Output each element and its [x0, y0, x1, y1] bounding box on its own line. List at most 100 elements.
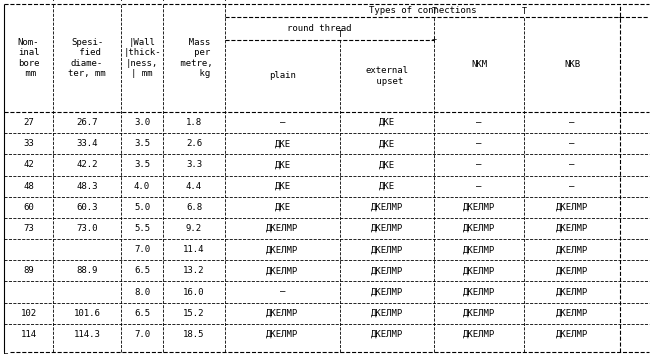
Text: T: T: [338, 30, 343, 39]
Text: ДКЕЛМР: ДКЕЛМР: [266, 245, 298, 254]
Text: 48.3: 48.3: [76, 182, 98, 191]
Text: 9.2: 9.2: [186, 224, 202, 233]
Text: 7.0: 7.0: [134, 245, 150, 254]
Text: ДКЕЛМР: ДКЕЛМР: [556, 266, 588, 275]
Text: –: –: [476, 182, 482, 191]
Text: T: T: [118, 0, 123, 3]
Text: NKM: NKM: [471, 60, 487, 69]
Text: ДКЕЛМР: ДКЕЛМР: [371, 266, 403, 275]
Text: 114.3: 114.3: [74, 330, 101, 339]
Text: ДКЕЛМР: ДКЕЛМР: [371, 287, 403, 296]
Text: T: T: [432, 7, 436, 16]
Text: 89: 89: [23, 266, 34, 275]
Text: 102: 102: [20, 309, 37, 318]
Text: 3.5: 3.5: [134, 160, 150, 169]
Text: 3.5: 3.5: [134, 139, 150, 148]
Text: 18.5: 18.5: [183, 330, 205, 339]
Text: ДКЕЛМР: ДКЕЛМР: [463, 330, 495, 339]
Text: 114: 114: [20, 330, 37, 339]
Text: 3.0: 3.0: [134, 118, 150, 127]
Text: ДКЕЛМР: ДКЕЛМР: [556, 203, 588, 212]
Text: 73: 73: [23, 224, 34, 233]
Text: ДКЕ: ДКЕ: [379, 118, 395, 127]
Text: ДКЕЛМР: ДКЕЛМР: [266, 309, 298, 318]
Text: ДКЕЛМР: ДКЕЛМР: [371, 245, 403, 254]
Text: 88.9: 88.9: [76, 266, 98, 275]
Text: 6.8: 6.8: [186, 203, 202, 212]
Text: Nom-
inal
bore
 mm: Nom- inal bore mm: [18, 38, 39, 78]
Text: plain: plain: [269, 72, 296, 81]
Text: 101.6: 101.6: [74, 309, 101, 318]
Text: –: –: [569, 160, 575, 169]
Text: 60: 60: [23, 203, 34, 212]
Text: –: –: [280, 287, 285, 296]
Text: 11.4: 11.4: [183, 245, 205, 254]
Text: –: –: [569, 118, 575, 127]
Text: ДКЕ: ДКЕ: [379, 139, 395, 148]
Text: 13.2: 13.2: [183, 266, 205, 275]
Text: 33.4: 33.4: [76, 139, 98, 148]
Text: 73.0: 73.0: [76, 224, 98, 233]
Text: T: T: [161, 0, 165, 3]
Text: –: –: [569, 182, 575, 191]
Text: Spesi-
 fied
diame-
ter, mm: Spesi- fied diame- ter, mm: [68, 38, 106, 78]
Text: 5.5: 5.5: [134, 224, 150, 233]
Text: external
 upset: external upset: [366, 66, 409, 86]
Text: ДКЕ: ДКЕ: [274, 182, 291, 191]
Text: ДКЕЛМР: ДКЕЛМР: [463, 245, 495, 254]
Text: T: T: [50, 0, 56, 3]
Text: ДКЕЛМР: ДКЕЛМР: [556, 287, 588, 296]
Text: 8.0: 8.0: [134, 287, 150, 296]
Text: ДКЕЛМР: ДКЕЛМР: [371, 309, 403, 318]
Text: ДКЕ: ДКЕ: [274, 160, 291, 169]
Text: Mass
   per
 metre,
    kg: Mass per metre, kg: [175, 38, 213, 78]
Text: T: T: [223, 0, 227, 3]
Text: –: –: [476, 139, 482, 148]
Text: 33: 33: [23, 139, 34, 148]
Text: ДКЕ: ДКЕ: [379, 182, 395, 191]
Text: ДКЕЛМР: ДКЕЛМР: [556, 309, 588, 318]
Text: ДКЕЛМР: ДКЕЛМР: [266, 266, 298, 275]
Text: ДКЕЛМР: ДКЕЛМР: [556, 330, 588, 339]
Text: ДКЕЛМР: ДКЕЛМР: [266, 224, 298, 233]
Text: ДКЕ: ДКЕ: [379, 160, 395, 169]
Text: ДКЕЛМР: ДКЕЛМР: [463, 203, 495, 212]
Text: round thread: round thread: [287, 24, 352, 33]
Text: 42: 42: [23, 160, 34, 169]
Text: ДКЕЛМР: ДКЕЛМР: [463, 309, 495, 318]
Text: ДКЕЛМР: ДКЕЛМР: [371, 330, 403, 339]
Text: T: T: [522, 7, 526, 16]
Text: –: –: [280, 118, 285, 127]
Text: ДКЕЛМР: ДКЕЛМР: [266, 330, 298, 339]
Text: 5.0: 5.0: [134, 203, 150, 212]
Text: ДКЕЛМР: ДКЕЛМР: [463, 287, 495, 296]
Text: +: +: [432, 35, 436, 44]
Text: ДКЕЛМР: ДКЕЛМР: [371, 203, 403, 212]
Text: 1.8: 1.8: [186, 118, 202, 127]
Text: 26.7: 26.7: [76, 118, 98, 127]
Text: –: –: [569, 139, 575, 148]
Text: L: L: [3, 348, 8, 357]
Text: ДКЕЛМР: ДКЕЛМР: [556, 245, 588, 254]
Text: 16.0: 16.0: [183, 287, 205, 296]
Text: 48: 48: [23, 182, 34, 191]
Text: ДКЕ: ДКЕ: [274, 139, 291, 148]
Text: 15.2: 15.2: [183, 309, 205, 318]
Text: 3.3: 3.3: [186, 160, 202, 169]
Text: 4.4: 4.4: [186, 182, 202, 191]
Text: –: –: [476, 118, 482, 127]
Text: +: +: [618, 13, 622, 21]
Text: ДКЕЛМР: ДКЕЛМР: [463, 224, 495, 233]
Text: 6.5: 6.5: [134, 266, 150, 275]
Text: 42.2: 42.2: [76, 160, 98, 169]
Text: –: –: [476, 160, 482, 169]
Text: 4.0: 4.0: [134, 182, 150, 191]
Text: ДКЕЛМР: ДКЕЛМР: [371, 224, 403, 233]
Text: 6.5: 6.5: [134, 309, 150, 318]
Text: 27: 27: [23, 118, 34, 127]
Text: 60.3: 60.3: [76, 203, 98, 212]
Text: Types of connections: Types of connections: [369, 6, 476, 15]
Text: ДКЕЛМР: ДКЕЛМР: [463, 266, 495, 275]
Text: 2.6: 2.6: [186, 139, 202, 148]
Text: NKB: NKB: [564, 60, 580, 69]
